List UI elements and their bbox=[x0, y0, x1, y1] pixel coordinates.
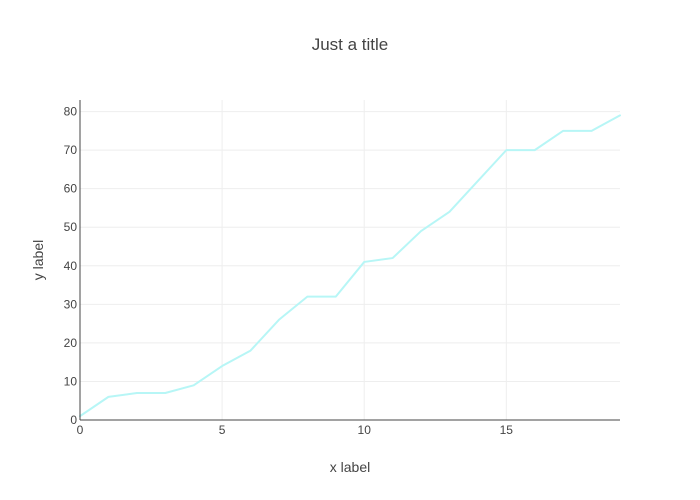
x-tick-label: 0 bbox=[77, 423, 84, 437]
y-tick-label: 0 bbox=[70, 413, 77, 427]
x-tick-label: 10 bbox=[358, 423, 372, 437]
series-layer bbox=[79, 114, 621, 418]
y-axis-title: y label bbox=[30, 240, 46, 280]
y-tick-label: 20 bbox=[64, 336, 78, 350]
axes-layer: 0 5 10 15 0 10 20 30 40 50 60 70 80 bbox=[64, 100, 620, 437]
x-axis-title: x label bbox=[330, 459, 370, 475]
y-tick-label: 10 bbox=[64, 374, 78, 388]
y-tick-label: 60 bbox=[64, 182, 78, 196]
y-tick-label: 40 bbox=[64, 259, 78, 273]
x-tick-label: 15 bbox=[500, 423, 514, 437]
labels-layer: Just a title x label y label bbox=[30, 35, 388, 475]
series-line bbox=[79, 114, 621, 418]
y-tick-label: 30 bbox=[64, 297, 78, 311]
x-tick-label: 5 bbox=[219, 423, 226, 437]
y-tick-label: 70 bbox=[64, 143, 78, 157]
y-tick-label: 80 bbox=[64, 105, 78, 119]
chart-title: Just a title bbox=[312, 35, 389, 54]
y-tick-label: 50 bbox=[64, 220, 78, 234]
